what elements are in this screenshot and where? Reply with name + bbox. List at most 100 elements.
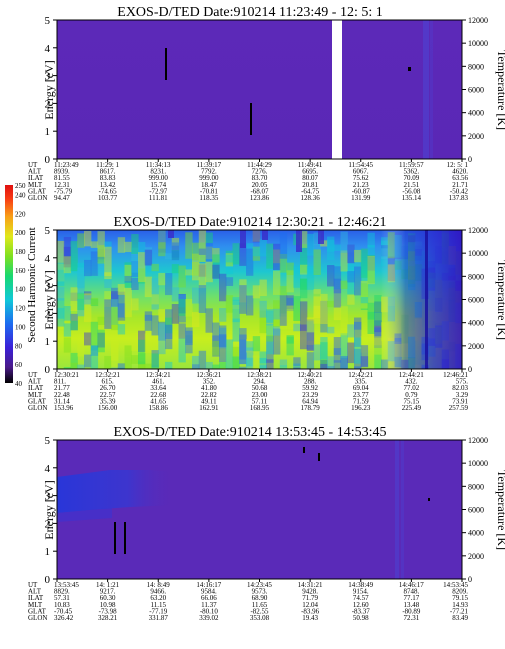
panel-1-y2axis: 0 2000 4000 6000 8000 10000 12000 — [462, 16, 488, 164]
panel-1-eph-value: -60.87 — [352, 187, 371, 195]
panel-2-eph-value: 64.94 — [302, 397, 318, 405]
panel-3-eph-value: -77.19 — [149, 607, 168, 615]
panel-1-faint-column-2 — [430, 20, 433, 159]
panel-1-temp-trace-2 — [250, 103, 252, 135]
panel-3-ytick-label: 3 — [45, 491, 51, 503]
colorbar-tick-label: 40 — [15, 380, 23, 388]
panel-2-eph-value: 50.68 — [252, 384, 268, 392]
panel-1-y2tick-label: 2000 — [468, 132, 484, 141]
panel-2-right-fade — [57, 230, 462, 369]
panel-3-ytick-label: 2 — [45, 518, 51, 530]
panel-2-eph-value: 33.64 — [150, 384, 166, 392]
panel-1-ytick-label: 1 — [45, 126, 51, 138]
panel-1-temp-trace-1 — [165, 48, 167, 80]
panel-2-eph-label: MLT — [28, 391, 43, 399]
panel-2-eph-label: GLON — [28, 404, 47, 412]
panel-1-ytick-label: 0 — [45, 154, 51, 166]
panel-1-eph-value: 21.51 — [404, 181, 420, 189]
colorbar-tick-label: 120 — [15, 305, 26, 313]
panel-2-eph-value: 335. — [355, 378, 368, 386]
panel-1-y2tick-label: 12000 — [468, 16, 488, 25]
panel-3-eph-value: 57.31 — [54, 594, 70, 602]
panel-2-y2axis: 0 2000 4000 6000 8000 10000 12000 — [462, 226, 488, 374]
panel-3-eph-value: 353.08 — [250, 614, 270, 622]
panel-1-ytick-label: 2 — [45, 98, 51, 110]
panel-3-ytick-label: 4 — [45, 463, 51, 475]
panel-3-eph-value: -80.10 — [200, 607, 219, 615]
panel-1-eph-value: 20.05 — [252, 181, 268, 189]
panel-1-eph-value: 8939. — [54, 168, 70, 176]
panel-3-eph-value: 8748. — [404, 588, 420, 596]
panel-2-y2tick-label: 8000 — [468, 272, 484, 281]
panel-1-eph-value: 999.00 — [149, 174, 169, 182]
panel-2-y2tick-label: 0 — [468, 365, 472, 374]
panel-2-eph-label: UT — [28, 371, 38, 379]
panel-3-eph-value: 11.37 — [201, 601, 217, 609]
panel-1-eph-value: 63.56 — [452, 174, 468, 182]
panel-3-eph-value: 71.79 — [302, 594, 318, 602]
panel-1-eph-value: 4620. — [452, 168, 468, 176]
panel-1-eph-value: 6695. — [302, 168, 318, 176]
panel-3-temp-trace-1 — [114, 522, 116, 554]
panel-2-eph-value: 23.77 — [353, 391, 369, 399]
colorbar-tick-label: 200 — [15, 229, 26, 237]
panel-3-eph-label: GLAT — [28, 607, 47, 615]
panel-1-ephemeris: UTALTILATMLTGLATGLON11:23:498939.81.5512… — [28, 159, 469, 202]
panel-1-eph-label: GLAT — [28, 187, 47, 195]
panel-3: EXOS-D/TED Date:910214 13:53:45 - 14:53:… — [28, 425, 505, 622]
panel-2-eph-label: GLAT — [28, 397, 47, 405]
panel-2-eph-value: 12:40:21 — [298, 371, 323, 379]
panel-3-temp-mark-1 — [303, 447, 305, 453]
panel-3-y2tick-label: 2000 — [468, 552, 484, 561]
panel-3-heatmap — [57, 440, 462, 579]
panel-3-eph-value: 339.02 — [199, 614, 219, 622]
panel-1-eph-value: 7276. — [252, 168, 268, 176]
panel-1-temp-point — [408, 67, 411, 71]
panel-3-eph-value: -83.37 — [352, 607, 371, 615]
panel-1-eph-value: 11:39:17 — [197, 161, 222, 169]
panel-1-eph-value: 94.47 — [54, 194, 70, 202]
panel-3-y2tick-label: 8000 — [468, 482, 484, 491]
panel-3-yaxis: 0 1 2 3 4 5 — [45, 435, 57, 586]
panel-2-dark-column — [425, 230, 428, 369]
panel-1-ytick-label: 5 — [45, 15, 51, 27]
colorbar-label: Second Harmonic Current — [26, 227, 38, 342]
panel-2-y2tick-label: 2000 — [468, 342, 484, 351]
panel-2-ytick-label: 5 — [45, 225, 51, 237]
panel-2-eph-label: ALT — [28, 378, 42, 386]
panel-3-eph-label: UT — [28, 581, 38, 589]
panel-3-eph-value: 60.30 — [100, 594, 116, 602]
panel-3-eph-value: 68.90 — [252, 594, 268, 602]
panel-1-eph-label: ILAT — [28, 174, 44, 182]
panel-1-eph-value: -68.07 — [250, 187, 269, 195]
panel-1-eph-value: 83.70 — [252, 174, 268, 182]
panel-3-blue-band-lower — [57, 508, 112, 522]
panel-1-eph-value: 131.99 — [351, 194, 371, 202]
panel-2-eph-value: 257.59 — [449, 404, 469, 412]
panel-1-eph-value: 18.47 — [201, 181, 217, 189]
panel-3-eph-value: -70.45 — [54, 607, 73, 615]
panel-3-ylabel: Energy [eV] — [42, 480, 56, 539]
panel-1-y2tick-label: 8000 — [468, 62, 484, 71]
panel-2-eph-value: 168.95 — [250, 404, 270, 412]
panel-3-eph-value: 50.98 — [353, 614, 369, 622]
panel-2-eph-value: 153.96 — [54, 404, 74, 412]
panel-1-ytick-label: 4 — [45, 43, 51, 55]
panel-2-eph-value: 12:34:21 — [146, 371, 171, 379]
panel-2-eph-value: 3.29 — [456, 391, 469, 399]
panel-3-eph-value: 9154. — [353, 588, 369, 596]
panel-3-title: EXOS-D/TED Date:910214 13:53:45 - 14:53:… — [114, 425, 387, 440]
panel-3-eph-value: 328.21 — [98, 614, 118, 622]
panel-3-eph-value: 83.49 — [452, 614, 468, 622]
panel-2-ylabel: Energy [eV] — [42, 270, 56, 329]
panel-3-y2axis: 0 2000 4000 6000 8000 10000 12000 — [462, 436, 488, 584]
panel-3-eph-value: 11.15 — [151, 601, 167, 609]
panel-3-eph-value: 8829. — [54, 588, 70, 596]
panel-2-eph-value: 225.49 — [402, 404, 422, 412]
panel-3-eph-value: -73.98 — [99, 607, 118, 615]
panel-1-eph-label: ALT — [28, 168, 42, 176]
panel-3-ytick-label: 1 — [45, 546, 51, 558]
panel-2-title: EXOS-D/TED Date:910214 12:30:21 - 12:46:… — [114, 215, 387, 230]
panel-1-eph-value: 75.62 — [353, 174, 369, 182]
